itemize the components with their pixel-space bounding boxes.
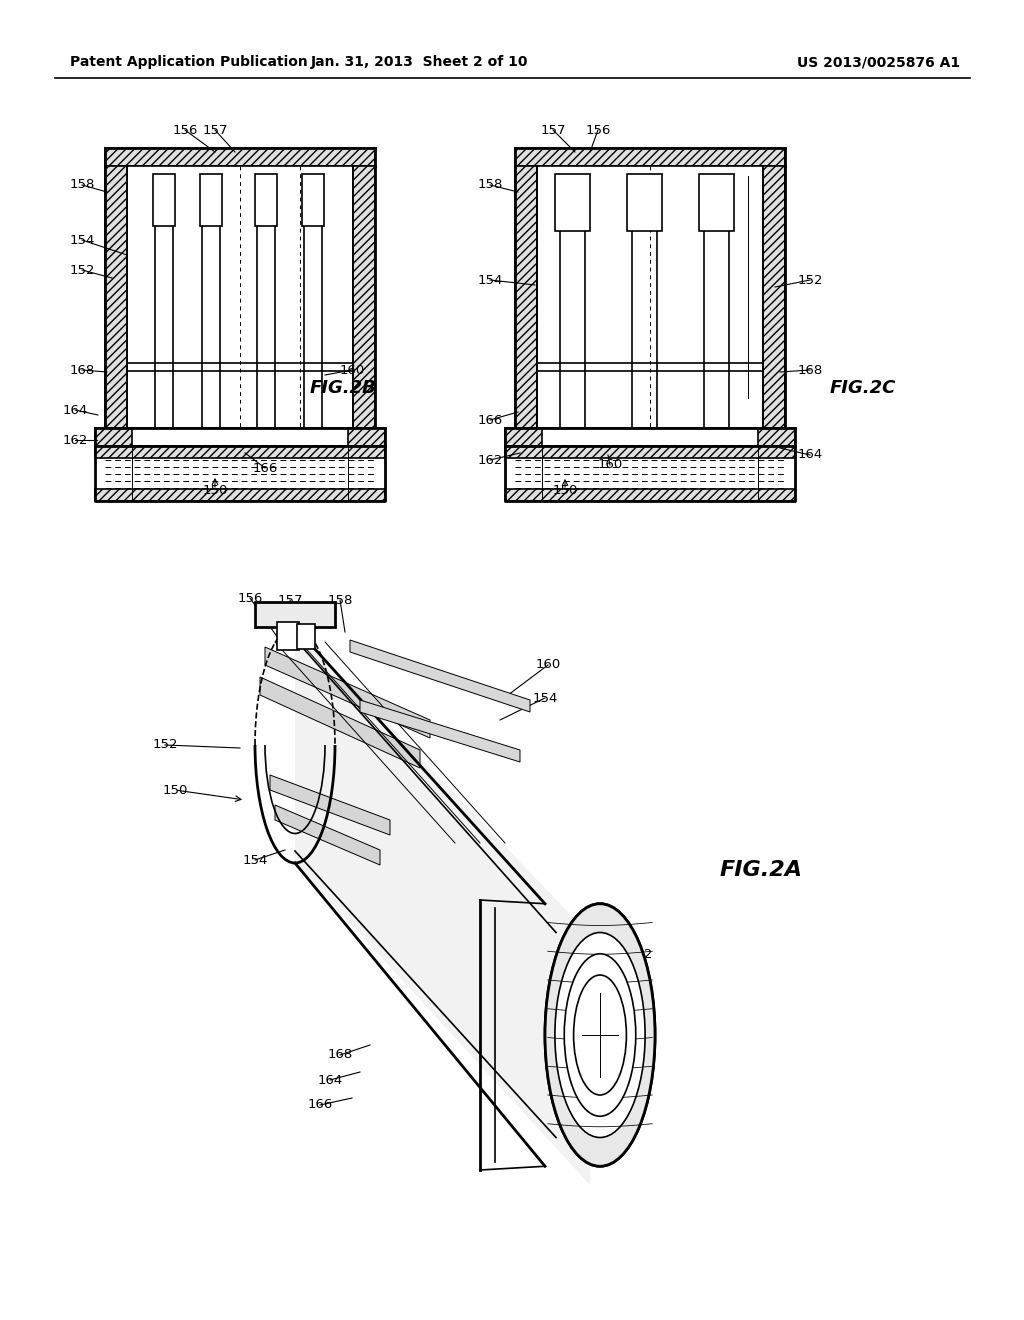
Polygon shape <box>302 174 324 226</box>
Text: 168: 168 <box>328 1048 352 1061</box>
Polygon shape <box>265 647 430 738</box>
Text: 158: 158 <box>70 178 94 191</box>
Text: 158: 158 <box>477 178 503 191</box>
Polygon shape <box>295 627 590 1185</box>
Text: 166: 166 <box>477 413 503 426</box>
Text: 157: 157 <box>203 124 227 136</box>
Polygon shape <box>297 624 315 649</box>
Polygon shape <box>699 174 734 231</box>
Text: 156: 156 <box>238 591 263 605</box>
Polygon shape <box>515 148 785 166</box>
Polygon shape <box>515 166 537 428</box>
Text: 157: 157 <box>541 124 565 136</box>
Text: FIG.2C: FIG.2C <box>830 379 896 397</box>
Text: 154: 154 <box>70 234 94 247</box>
Text: FIG.2A: FIG.2A <box>720 861 803 880</box>
Polygon shape <box>505 488 795 502</box>
Text: 160: 160 <box>339 363 365 376</box>
Text: 162: 162 <box>62 433 88 446</box>
Text: 152: 152 <box>798 273 822 286</box>
Polygon shape <box>505 428 542 446</box>
Polygon shape <box>255 174 278 226</box>
Text: 162: 162 <box>628 949 652 961</box>
Text: 150: 150 <box>163 784 187 796</box>
Text: 152: 152 <box>153 738 178 751</box>
Polygon shape <box>278 622 299 649</box>
Text: 162: 162 <box>477 454 503 466</box>
Text: 150: 150 <box>552 483 578 496</box>
Polygon shape <box>200 174 222 226</box>
Polygon shape <box>348 428 385 446</box>
Text: 150: 150 <box>203 483 227 496</box>
Polygon shape <box>360 700 520 762</box>
Ellipse shape <box>555 932 645 1138</box>
Polygon shape <box>153 174 175 226</box>
Polygon shape <box>353 166 375 428</box>
Polygon shape <box>555 174 590 231</box>
Polygon shape <box>758 428 795 446</box>
Ellipse shape <box>545 904 655 1167</box>
Polygon shape <box>105 148 375 166</box>
Text: 154: 154 <box>532 692 558 705</box>
Ellipse shape <box>545 904 655 1167</box>
Polygon shape <box>350 640 530 711</box>
Polygon shape <box>275 805 380 865</box>
Text: 164: 164 <box>62 404 88 417</box>
Text: Patent Application Publication: Patent Application Publication <box>70 55 308 69</box>
Polygon shape <box>105 166 127 428</box>
Text: 168: 168 <box>70 363 94 376</box>
Text: 152: 152 <box>70 264 95 276</box>
Ellipse shape <box>564 954 636 1117</box>
Text: FIG.2B: FIG.2B <box>310 379 377 397</box>
Polygon shape <box>255 602 335 627</box>
Text: 166: 166 <box>252 462 278 474</box>
Ellipse shape <box>573 975 627 1096</box>
Polygon shape <box>127 166 353 428</box>
Text: 160: 160 <box>536 659 560 672</box>
Polygon shape <box>95 428 132 446</box>
Polygon shape <box>627 174 662 231</box>
Polygon shape <box>95 488 385 502</box>
Polygon shape <box>505 446 795 458</box>
Text: 166: 166 <box>307 1098 333 1111</box>
Text: Jan. 31, 2013  Sheet 2 of 10: Jan. 31, 2013 Sheet 2 of 10 <box>311 55 528 69</box>
Text: 158: 158 <box>328 594 352 606</box>
Text: 164: 164 <box>798 449 822 462</box>
Polygon shape <box>95 446 385 458</box>
Text: 160: 160 <box>597 458 623 471</box>
Text: 154: 154 <box>243 854 267 866</box>
Text: 154: 154 <box>477 273 503 286</box>
Polygon shape <box>537 166 763 428</box>
Text: 156: 156 <box>586 124 610 136</box>
Text: 157: 157 <box>278 594 303 606</box>
Polygon shape <box>260 677 420 768</box>
Polygon shape <box>763 166 785 428</box>
Text: US 2013/0025876 A1: US 2013/0025876 A1 <box>797 55 961 69</box>
Polygon shape <box>270 775 390 836</box>
Text: 168: 168 <box>798 363 822 376</box>
Text: 156: 156 <box>172 124 198 136</box>
Text: 164: 164 <box>317 1073 343 1086</box>
